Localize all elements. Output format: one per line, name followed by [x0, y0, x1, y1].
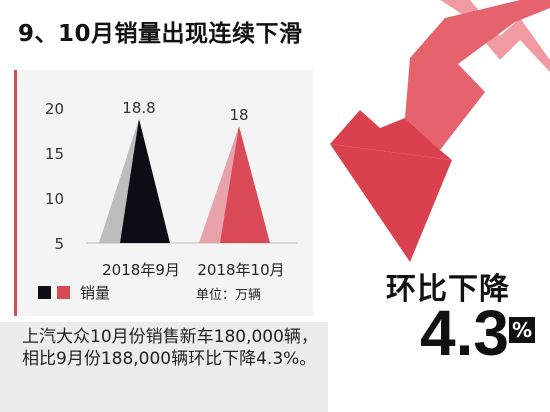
- x-tick-label: 2018年9月: [102, 261, 180, 279]
- legend-swatch-dark: [38, 286, 51, 299]
- y-tick-label: 10: [45, 190, 64, 208]
- peak: [220, 126, 270, 243]
- data-label: 18: [229, 106, 248, 124]
- sales-chart: 5 10 15 20 18.8 2018年9月 18 2018年10月: [45, 99, 298, 279]
- ratio-value: 4.3: [420, 297, 509, 369]
- chart-title: 9、10月销量出现连续下滑: [18, 21, 303, 47]
- summary-panel: [0, 322, 328, 412]
- summary-text: 上汽大众10月份销售新车180,000辆，相比9月份188,000辆环比下降4.…: [22, 327, 318, 369]
- legend-swatch-red: [57, 286, 70, 299]
- y-tick-label: 5: [54, 235, 64, 253]
- ratio-unit: %: [509, 317, 535, 343]
- legend-label: 销量: [80, 284, 111, 302]
- data-label: 18.8: [122, 99, 155, 117]
- chart-panel: [14, 70, 313, 316]
- peak: [120, 118, 170, 243]
- y-tick-label: 15: [45, 145, 64, 163]
- x-tick-label: 2018年10月: [197, 261, 284, 279]
- ratio-label: 环比下降: [386, 272, 510, 307]
- unit-label: 单位：万辆: [196, 288, 262, 303]
- legend: 销量: [38, 282, 110, 303]
- y-tick-label: 20: [45, 100, 64, 118]
